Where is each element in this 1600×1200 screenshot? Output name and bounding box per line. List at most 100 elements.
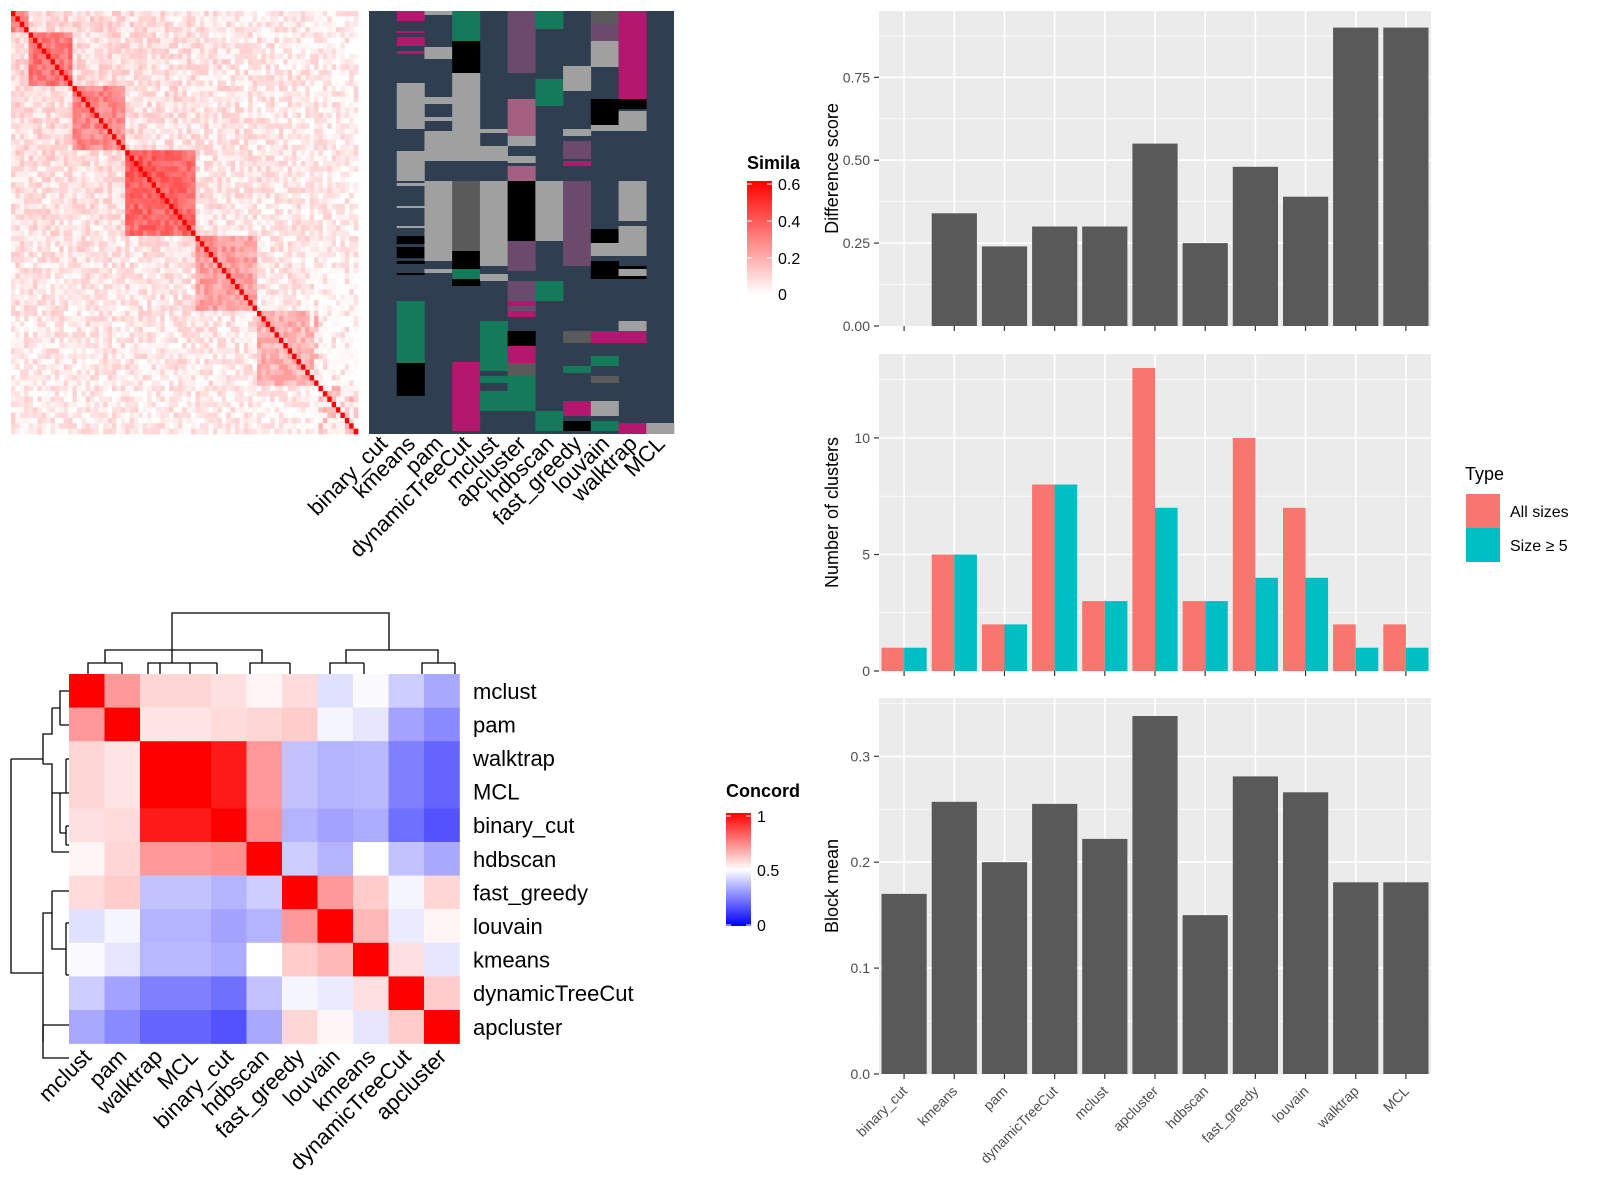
similarity-cell (353, 326, 359, 333)
similarity-cell (349, 321, 354, 328)
similarity-cell (125, 16, 130, 23)
similarity-cell (138, 166, 144, 172)
similarity-cell (256, 37, 262, 44)
similarity-cell (274, 27, 280, 33)
similarity-cell (68, 289, 73, 296)
similarity-cell (182, 316, 188, 322)
similarity-cell (46, 139, 51, 146)
similarity-cell (46, 203, 51, 210)
similarity-cell (270, 75, 275, 81)
similarity-cell (37, 310, 43, 317)
similarity-cell (63, 75, 69, 81)
similarity-cell (265, 278, 271, 285)
similarity-cell (133, 337, 139, 344)
similarity-cell (283, 187, 289, 194)
similarity-cell (76, 214, 82, 221)
similarity-cell (129, 305, 135, 312)
similarity-cell (265, 273, 271, 280)
similarity-cell (116, 53, 122, 60)
similarity-cell (318, 257, 324, 263)
similarity-cell (239, 225, 245, 231)
similarity-cell (309, 294, 315, 301)
similarity-cell (54, 337, 60, 344)
similarity-cell (283, 150, 289, 156)
similarity-cell (336, 91, 341, 98)
similarity-cell (309, 139, 315, 146)
similarity-cell (182, 16, 188, 23)
similarity-cell (199, 257, 205, 263)
similarity-cell (72, 21, 78, 28)
similarity-cell (94, 16, 100, 23)
similarity-cell (182, 203, 188, 210)
similarity-cell (142, 289, 148, 296)
similarity-cell (103, 64, 108, 71)
similarity-cell (344, 171, 350, 178)
similarity-cell (24, 43, 29, 49)
similarity-cell (300, 16, 306, 23)
similarity-cell (336, 32, 341, 39)
similarity-cell (133, 64, 139, 71)
similarity-cell (256, 316, 262, 322)
similarity-cell (340, 80, 346, 87)
similarity-cell (270, 48, 275, 55)
similarity-cell (208, 155, 214, 162)
similarity-cell (221, 342, 227, 349)
similarity-cell (265, 123, 271, 130)
similarity-cell (340, 48, 346, 55)
similarity-cell (309, 32, 315, 39)
similarity-cell (336, 326, 341, 333)
similarity-cell (59, 284, 65, 290)
similarity-cell (37, 150, 43, 156)
similarity-cell (256, 166, 262, 172)
similarity-cell (213, 257, 218, 263)
similarity-cell (305, 209, 311, 215)
similarity-cell (204, 144, 210, 151)
similarity-cell (63, 176, 69, 183)
similarity-cell (147, 294, 152, 301)
similarity-cell (138, 112, 144, 119)
similarity-cell (270, 80, 275, 87)
similarity-cell (239, 134, 245, 140)
similarity-cell (252, 257, 258, 263)
similarity-cell (261, 278, 267, 285)
similarity-cell (15, 59, 21, 65)
similarity-cell (235, 326, 240, 333)
similarity-cell (318, 193, 324, 199)
similarity-cell (230, 69, 236, 76)
similarity-cell (28, 235, 34, 242)
similarity-cell (256, 332, 262, 338)
similarity-cell (68, 91, 73, 98)
similarity-cell (94, 203, 100, 210)
similarity-cell (287, 203, 293, 210)
similarity-cell (155, 337, 161, 344)
similarity-cell (63, 64, 69, 71)
similarity-cell (32, 176, 38, 183)
similarity-cell (147, 64, 152, 71)
similarity-cell (199, 209, 205, 215)
similarity-cell (270, 257, 275, 263)
similarity-cell (76, 75, 82, 81)
similarity-cell (112, 123, 117, 130)
similarity-cell (142, 112, 148, 119)
similarity-cell (283, 284, 289, 290)
similarity-cell (90, 75, 95, 81)
similarity-cell (155, 69, 161, 76)
similarity-cell (344, 85, 350, 92)
similarity-cell (37, 118, 43, 124)
similarity-cell (252, 155, 258, 162)
similarity-cell (54, 348, 60, 355)
similarity-cell (256, 321, 262, 328)
similarity-cell (164, 326, 170, 333)
similarity-cell (208, 32, 214, 39)
similarity-cell (103, 219, 108, 226)
similarity-cell (94, 310, 100, 317)
similarity-cell (19, 262, 25, 269)
similarity-cell (265, 112, 271, 119)
similarity-cell (142, 53, 148, 60)
similarity-cell (296, 155, 302, 162)
similarity-cell (296, 27, 302, 33)
similarity-cell (322, 257, 328, 263)
similarity-cell (226, 53, 231, 60)
similarity-cell (287, 75, 293, 81)
similarity-cell (296, 21, 302, 28)
